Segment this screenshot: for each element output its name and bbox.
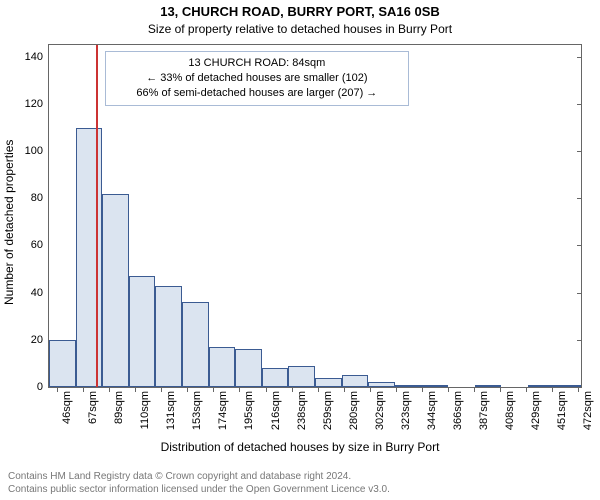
- histogram-bar: [182, 302, 209, 387]
- histogram-bar: [49, 340, 76, 387]
- histogram-bar: [76, 128, 103, 387]
- footer-line-2: Contains public sector information licen…: [8, 484, 390, 497]
- x-tick-label: 323sqm: [400, 387, 412, 430]
- y-tick-label: 40: [31, 287, 49, 299]
- x-tick-label: 110sqm: [139, 387, 151, 429]
- histogram-bar: [342, 375, 369, 387]
- plot-area: 02040608010012014046sqm67sqm89sqm110sqm1…: [48, 44, 582, 388]
- annotation-line: 66% of semi-detached houses are larger (…: [112, 86, 402, 101]
- x-tick-label: 153sqm: [191, 387, 203, 430]
- y-tick-label: 140: [25, 51, 49, 63]
- footer-attribution: Contains HM Land Registry data © Crown c…: [8, 471, 390, 496]
- histogram-bar: [155, 286, 182, 387]
- x-tick-label: 67sqm: [87, 387, 99, 424]
- histogram-bar: [235, 349, 262, 387]
- x-tick-label: 174sqm: [217, 387, 229, 430]
- annotation-box: 13 CHURCH ROAD: 84sqm← 33% of detached h…: [105, 51, 409, 106]
- histogram-bar: [102, 194, 129, 387]
- histogram-bar: [288, 366, 315, 387]
- y-tick-label: 0: [37, 381, 49, 393]
- footer-line-1: Contains HM Land Registry data © Crown c…: [8, 471, 390, 484]
- histogram-bar: [315, 378, 342, 387]
- x-tick-label: 408sqm: [504, 387, 516, 430]
- y-tick-label: 100: [25, 145, 49, 157]
- annotation-line: 13 CHURCH ROAD: 84sqm: [112, 56, 402, 71]
- y-axis-label: Number of detached properties: [2, 140, 16, 305]
- x-tick-label: 89sqm: [113, 387, 125, 424]
- x-axis-label: Distribution of detached houses by size …: [0, 440, 600, 454]
- x-tick-label: 46sqm: [61, 387, 73, 424]
- x-tick-label: 195sqm: [243, 387, 255, 430]
- x-tick-label: 131sqm: [165, 387, 177, 430]
- y-tick-label: 60: [31, 239, 49, 251]
- y-tick-label: 120: [25, 98, 49, 110]
- chart-container: 13, CHURCH ROAD, BURRY PORT, SA16 0SB Si…: [0, 0, 600, 500]
- x-tick-label: 216sqm: [270, 387, 282, 430]
- histogram-bar: [129, 276, 156, 387]
- x-tick-label: 451sqm: [556, 387, 568, 430]
- x-tick-label: 387sqm: [478, 387, 490, 430]
- annotation-line: ← 33% of detached houses are smaller (10…: [112, 71, 402, 86]
- x-tick-label: 472sqm: [582, 387, 594, 430]
- x-tick-label: 366sqm: [452, 387, 464, 430]
- reference-marker-line: [96, 45, 98, 387]
- chart-subtitle: Size of property relative to detached ho…: [0, 22, 600, 36]
- y-tick-label: 20: [31, 334, 49, 346]
- chart-title: 13, CHURCH ROAD, BURRY PORT, SA16 0SB: [0, 4, 600, 19]
- x-tick-label: 344sqm: [426, 387, 438, 430]
- x-tick-label: 302sqm: [374, 387, 386, 430]
- x-tick-label: 429sqm: [530, 387, 542, 430]
- x-tick-label: 280sqm: [348, 387, 360, 430]
- histogram-bar: [262, 368, 289, 387]
- y-tick-label: 80: [31, 192, 49, 204]
- x-tick-label: 238sqm: [296, 387, 308, 430]
- x-tick-label: 259sqm: [322, 387, 334, 430]
- histogram-bar: [209, 347, 236, 387]
